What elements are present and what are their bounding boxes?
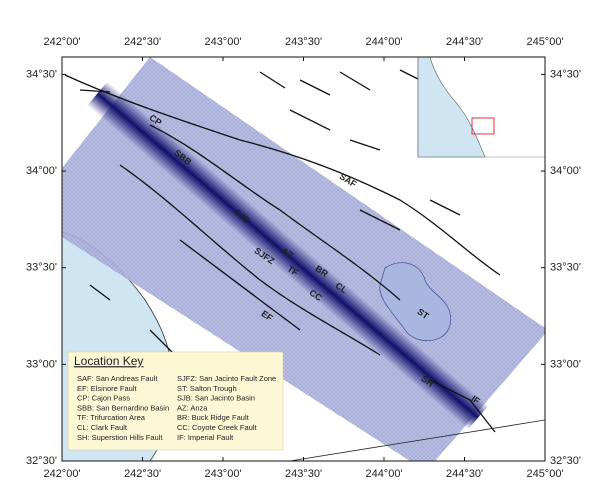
key-entry: AZ: Anza — [177, 403, 208, 412]
x-tick-label: 243°00' — [204, 468, 241, 480]
y-tick-label: 34°00' — [550, 165, 581, 177]
x-tick-label: 245°00' — [526, 468, 563, 480]
y-tick-label: 32°30' — [550, 455, 581, 467]
y-tick-label: 33°30' — [26, 262, 57, 274]
salton-trough — [379, 262, 452, 342]
y-tick-label: 33°00' — [26, 358, 57, 370]
key-entry: SH: Superstion Hills Fault — [77, 433, 163, 442]
y-tick-label: 34°30' — [26, 68, 57, 80]
key-entry: SAF: San Andreas Fault — [77, 374, 158, 383]
x-tick-label: 245°00' — [526, 36, 563, 48]
y-tick-label: 34°30' — [550, 68, 581, 80]
x-tick-label: 243°00' — [204, 36, 241, 48]
key-entry: CL: Clark Fault — [77, 423, 128, 432]
inset-map — [417, 57, 545, 158]
x-tick-label: 244°30' — [446, 468, 483, 480]
x-tick-label: 242°00' — [43, 36, 80, 48]
key-entry: CC: Coyote Creek Fault — [177, 423, 258, 432]
key-entry: IF: Imperial Fault — [177, 433, 234, 442]
x-tick-label: 243°30' — [285, 468, 322, 480]
key-entry: BR: Buck Ridge Fault — [177, 413, 250, 422]
key-entry: CP: Cajon Pass — [77, 394, 130, 403]
key-title: Location Key — [74, 354, 143, 368]
fault-zone-band — [87, 81, 489, 430]
x-tick-label: 243°30' — [285, 36, 322, 48]
location-key: Location Key — [67, 351, 284, 451]
y-tick-label: 32°30' — [26, 455, 57, 467]
key-entry: SJFZ: San Jacinto Fault Zone — [177, 374, 276, 383]
y-tick-label: 33°00' — [550, 358, 581, 370]
y-tick-label: 34°00' — [26, 165, 57, 177]
key-entry: SBB: San Bernardino Basin — [77, 403, 169, 412]
x-tick-label: 242°00' — [43, 468, 80, 480]
y-tick-label: 33°30' — [550, 262, 581, 274]
key-box — [67, 351, 284, 451]
x-tick-label: 242°30' — [124, 36, 161, 48]
x-tick-label: 242°30' — [124, 468, 161, 480]
key-entry: EF: Elsinore Fault — [77, 384, 138, 393]
key-entry: SJB: San Jacinto Basin — [177, 394, 255, 403]
x-tick-label: 244°00' — [365, 468, 402, 480]
x-tick-label: 244°00' — [365, 36, 402, 48]
key-entry: TF: Trifurcation Area — [77, 413, 146, 422]
key-entry: ST: Salton Trough — [177, 384, 237, 393]
x-tick-label: 244°30' — [446, 36, 483, 48]
